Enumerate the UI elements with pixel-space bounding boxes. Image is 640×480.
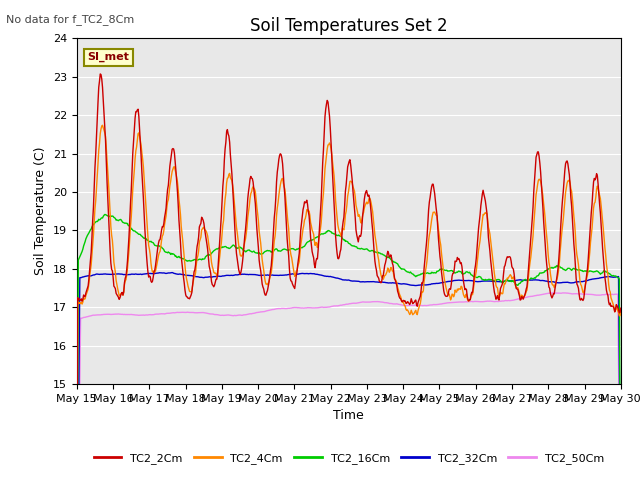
Text: No data for f_TC2_8Cm: No data for f_TC2_8Cm xyxy=(6,14,134,25)
Legend: TC2_2Cm, TC2_4Cm, TC2_16Cm, TC2_32Cm, TC2_50Cm: TC2_2Cm, TC2_4Cm, TC2_16Cm, TC2_32Cm, TC… xyxy=(89,448,609,468)
Title: Soil Temperatures Set 2: Soil Temperatures Set 2 xyxy=(250,17,447,36)
Y-axis label: Soil Temperature (C): Soil Temperature (C) xyxy=(35,147,47,276)
X-axis label: Time: Time xyxy=(333,409,364,422)
Text: SI_met: SI_met xyxy=(88,52,129,62)
